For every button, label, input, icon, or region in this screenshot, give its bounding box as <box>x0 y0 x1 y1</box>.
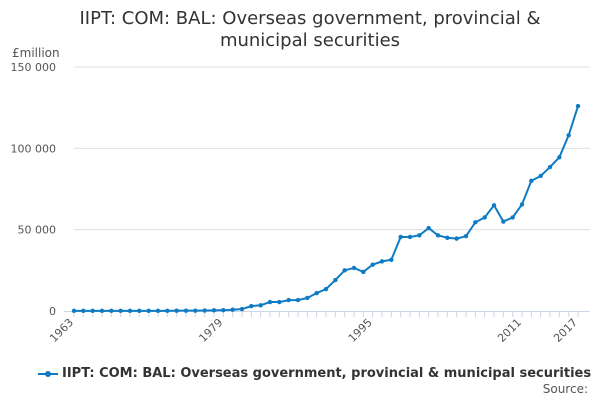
data-point <box>417 233 422 238</box>
data-point <box>71 308 77 314</box>
data-point <box>174 308 179 313</box>
data-point <box>398 234 403 240</box>
data-point <box>118 308 123 314</box>
data-point <box>482 215 487 220</box>
x-tick-label: 1979 <box>196 316 225 345</box>
data-point <box>566 133 571 138</box>
data-point <box>333 277 338 283</box>
y-tick-label: 50 000 <box>18 224 57 237</box>
data-point <box>146 308 151 314</box>
x-tick-label: 2011 <box>495 316 524 345</box>
data-point <box>361 269 366 275</box>
data-point <box>454 236 459 241</box>
x-tick-label: 2017 <box>551 316 580 345</box>
y-tick-label: 150 000 <box>11 61 57 74</box>
data-point <box>137 308 142 314</box>
data-point <box>193 308 198 313</box>
data-point <box>267 299 273 305</box>
data-point <box>230 307 235 312</box>
data-point <box>575 103 581 109</box>
data-point <box>379 259 385 264</box>
data-point <box>81 308 86 314</box>
legend-marker-icon <box>38 370 58 377</box>
data-point <box>351 265 357 271</box>
data-point <box>314 290 319 296</box>
data-point <box>519 202 525 207</box>
data-point <box>183 308 189 313</box>
y-axis-label: £million <box>12 46 60 60</box>
data-point <box>99 308 105 314</box>
data-point <box>221 307 226 313</box>
data-point <box>547 164 553 170</box>
data-point <box>473 220 478 225</box>
y-tick-label: 0 <box>49 305 56 318</box>
data-point <box>407 234 413 240</box>
data-point <box>491 203 497 208</box>
data-point <box>435 233 441 238</box>
data-point <box>211 308 217 313</box>
data-point <box>389 257 394 262</box>
y-tick-label: 100 000 <box>11 142 57 155</box>
data-point <box>155 308 161 314</box>
data-point <box>370 262 375 267</box>
legend[interactable]: IIPT: COM: BAL: Overseas government, pro… <box>38 366 591 381</box>
x-tick-label: 1995 <box>346 316 375 345</box>
legend-label: IIPT: COM: BAL: Overseas government, pro… <box>62 366 592 381</box>
data-point <box>426 225 431 231</box>
data-point <box>90 308 95 314</box>
data-point <box>501 219 506 224</box>
data-point <box>463 233 469 239</box>
data-point <box>202 308 207 313</box>
series-line <box>74 105 579 312</box>
data-point <box>529 178 534 184</box>
data-point <box>165 308 170 314</box>
x-tick-label: 1963 <box>47 316 76 345</box>
data-point <box>323 286 329 292</box>
data-point <box>538 173 543 179</box>
data-point <box>277 299 282 305</box>
data-point <box>109 308 114 314</box>
data-point <box>305 295 310 301</box>
chart-title: IIPT: COM: BAL: Overseas government, pro… <box>79 8 541 51</box>
data-point <box>258 303 263 308</box>
data-point <box>557 155 562 160</box>
data-point <box>249 303 254 309</box>
data-point <box>342 268 347 273</box>
data-point <box>295 297 301 303</box>
data-point <box>127 308 133 314</box>
data-point <box>445 235 450 240</box>
source-label: Source: <box>542 382 588 396</box>
data-point <box>239 306 245 312</box>
data-point <box>510 215 515 220</box>
data-point <box>286 297 291 303</box>
